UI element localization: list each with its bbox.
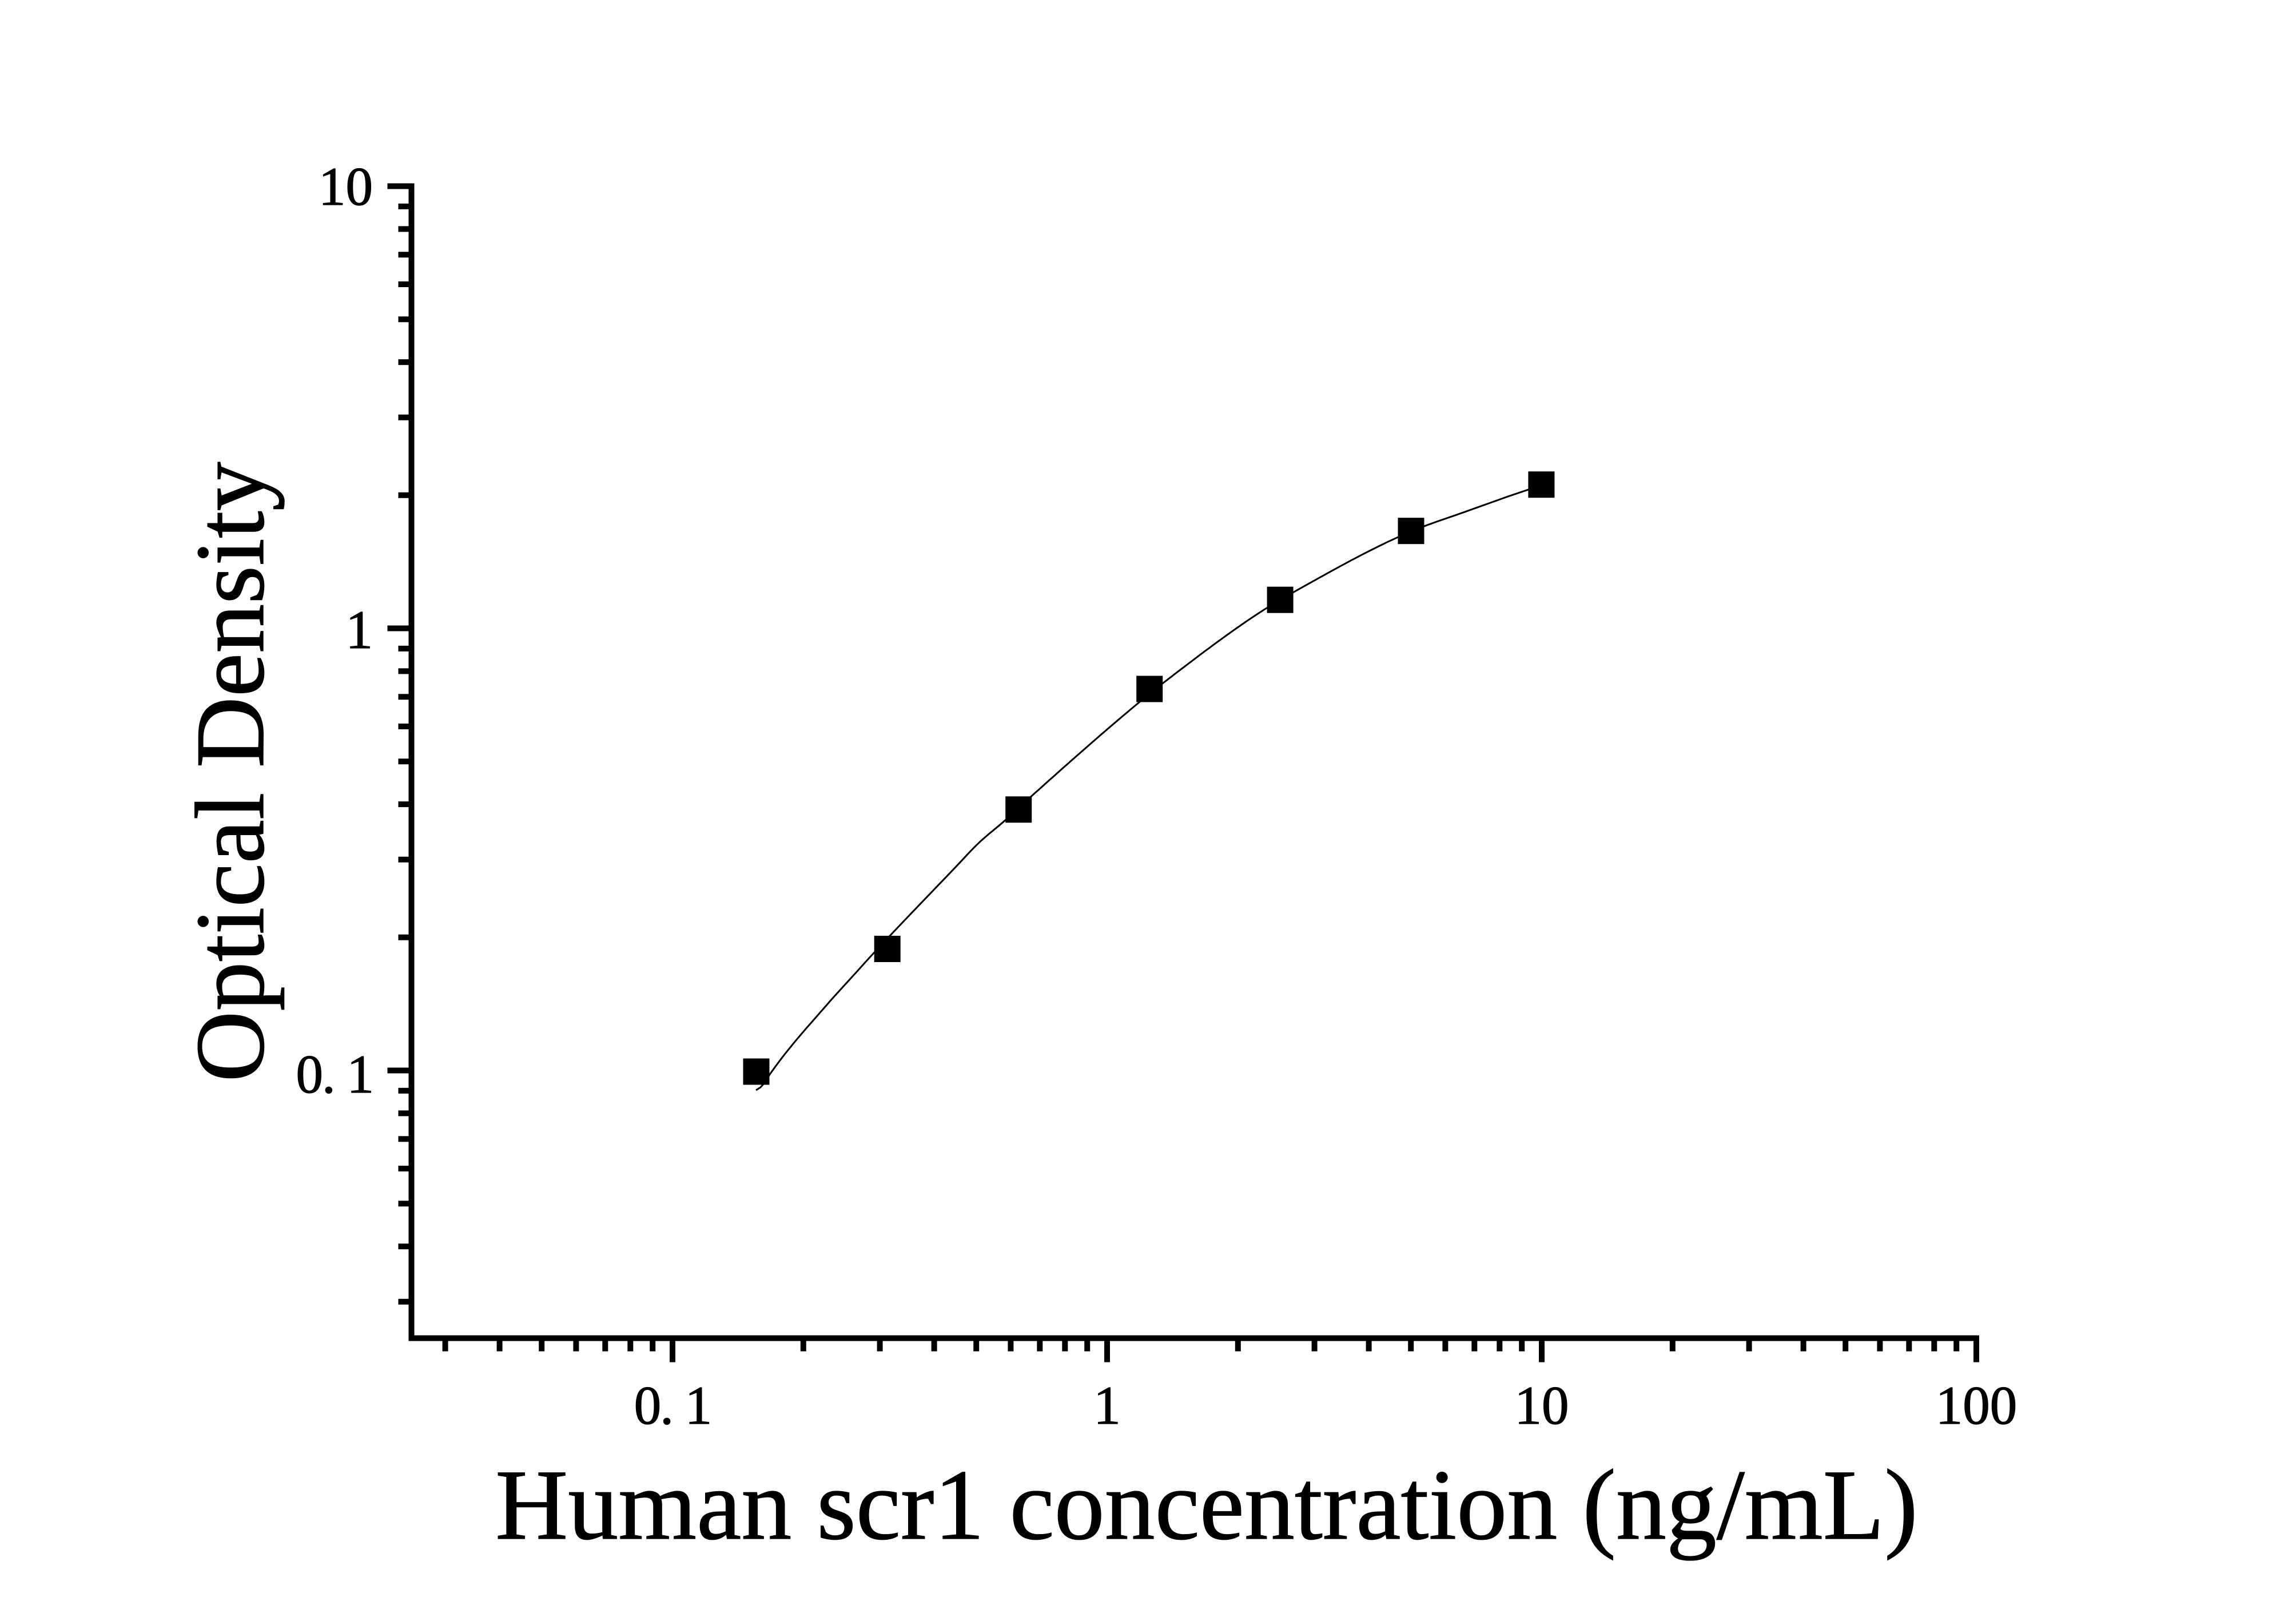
svg-text:Human scr1 concentration (ng/m: Human scr1 concentration (ng/mL) xyxy=(495,1449,1918,1561)
svg-text:1: 1 xyxy=(1093,1375,1121,1436)
svg-text:0. 1: 0. 1 xyxy=(634,1375,711,1436)
svg-text:100: 100 xyxy=(1936,1375,2018,1436)
svg-text:1: 1 xyxy=(346,599,373,660)
svg-text:Optical Density: Optical Density xyxy=(176,462,285,1082)
svg-text:0. 1: 0. 1 xyxy=(296,1044,373,1105)
svg-text:10: 10 xyxy=(1515,1375,1569,1436)
svg-text:10: 10 xyxy=(319,156,373,217)
